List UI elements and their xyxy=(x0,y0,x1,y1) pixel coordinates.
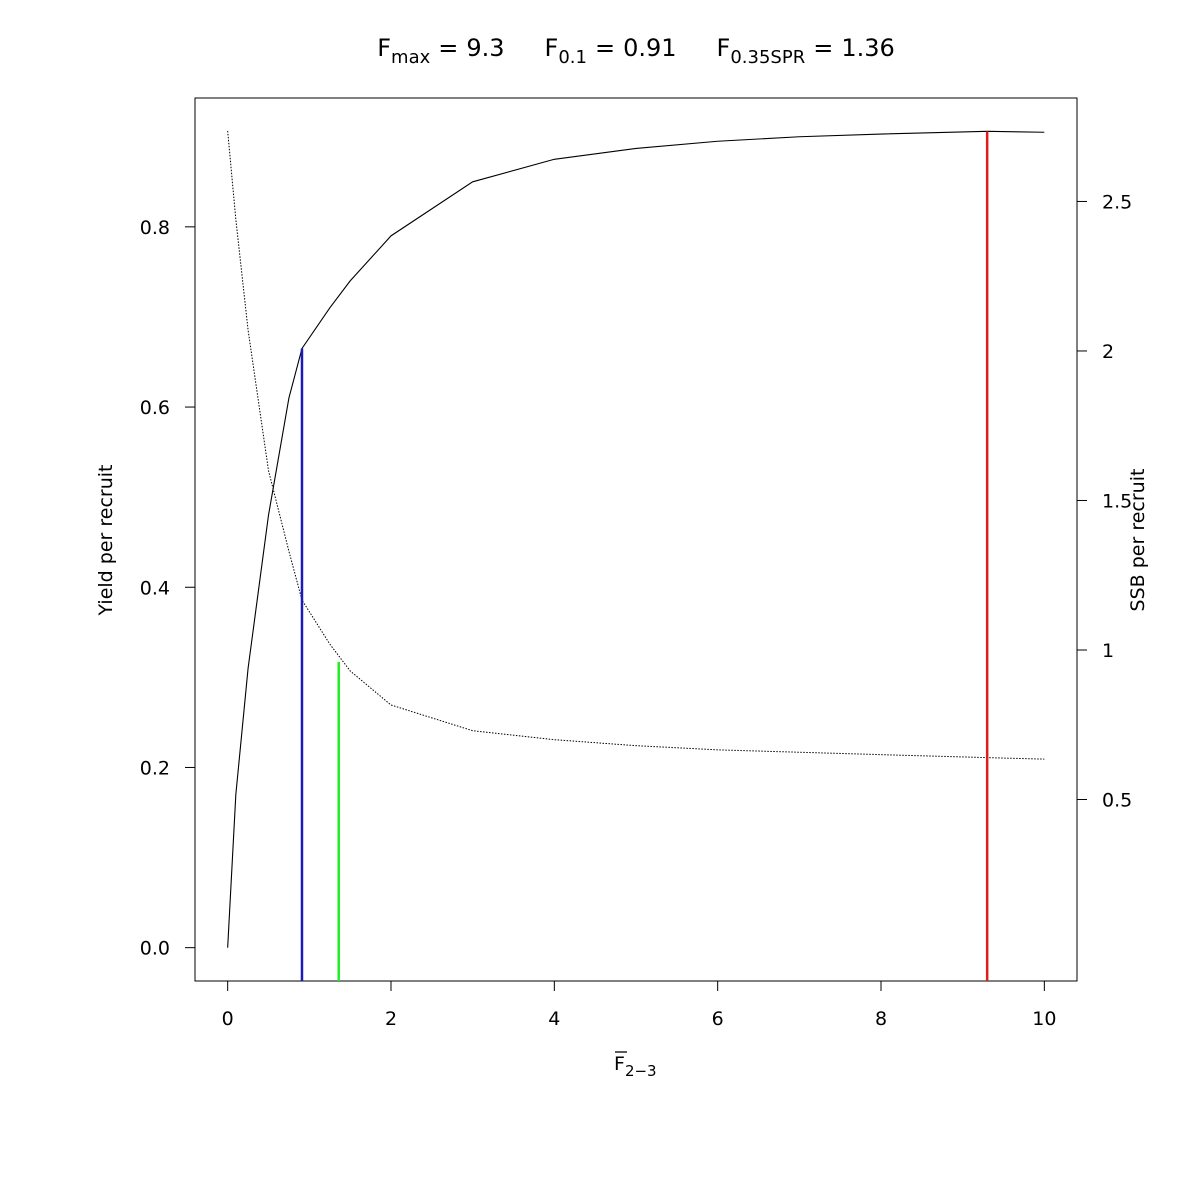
x-label-symbol: F xyxy=(614,1053,625,1075)
y-tick-label: 0.8 xyxy=(140,217,170,239)
title-symbol: F xyxy=(377,34,391,62)
series-line xyxy=(227,130,1045,948)
y-tick-label: 0.4 xyxy=(140,577,170,599)
series-line xyxy=(227,130,1045,760)
title-symbol: F xyxy=(717,34,731,62)
title-operator: = xyxy=(595,34,615,62)
x-tick-label: 2 xyxy=(385,1008,397,1030)
y-tick-label: 0.6 xyxy=(140,397,170,419)
title-value: 1.36 xyxy=(841,34,894,62)
title-operator: = xyxy=(438,34,458,62)
y2-tick-label: 1.5 xyxy=(1102,490,1132,512)
title-subscript: 0.35SPR xyxy=(730,47,805,68)
y-tick-label: 0.0 xyxy=(140,938,170,960)
title-value: 9.3 xyxy=(466,34,504,62)
x-tick-label: 4 xyxy=(548,1008,560,1030)
y-axis-label: Yield per recruit xyxy=(95,465,117,617)
y2-tick-label: 0.5 xyxy=(1102,789,1132,811)
x-label-subscript: 2−3 xyxy=(625,1062,657,1080)
x-tick-label: 0 xyxy=(222,1008,234,1030)
y-tick-label: 0.2 xyxy=(140,757,170,779)
x-tick-label: 6 xyxy=(712,1008,724,1030)
y2-axis-label: SSB per recruit xyxy=(1127,469,1149,612)
title-value: 0.91 xyxy=(623,34,676,62)
x-axis-label: F2−3 xyxy=(614,1053,657,1080)
title-symbol: F xyxy=(545,34,559,62)
chart-title: Fmax = 9.3 F0.1 = 0.91 F0.35SPR = 1.36 xyxy=(377,34,895,68)
y2-tick-label: 2.5 xyxy=(1102,191,1132,213)
y2-tick-label: 2 xyxy=(1102,341,1114,363)
title-operator: = xyxy=(813,34,833,62)
y2-tick-label: 1 xyxy=(1102,640,1114,662)
title-subscript: max xyxy=(391,47,431,68)
x-tick-label: 10 xyxy=(1032,1008,1056,1030)
plot-frame xyxy=(194,97,1078,982)
x-tick-label: 8 xyxy=(875,1008,887,1030)
title-subscript: 0.1 xyxy=(558,47,587,68)
